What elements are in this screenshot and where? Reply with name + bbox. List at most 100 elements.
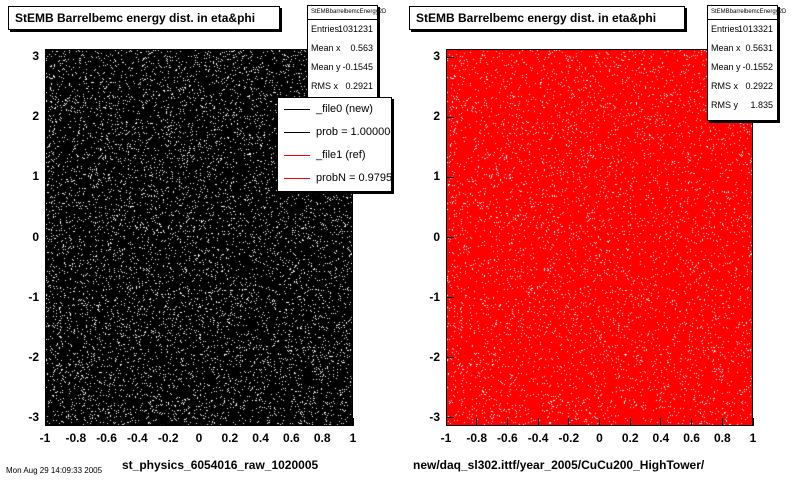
y-tick-label: -3 <box>429 409 440 424</box>
y-tick-label: 1 <box>32 169 39 184</box>
left-x-axis-title: st_physics_6054016_raw_1020005 <box>122 458 318 472</box>
x-tick-label: 0.4 <box>652 431 670 445</box>
stats-row: Entries 1031231 <box>308 20 377 39</box>
x-tick-label: -1 <box>39 431 51 445</box>
y-tick-label: -1 <box>28 289 39 304</box>
y-tick-label: 2 <box>32 109 39 124</box>
x-tick-label: -0.8 <box>65 431 87 445</box>
stats-row: Mean y -0.1552 <box>708 58 777 77</box>
stats-row: RMS x 0.2921 <box>308 77 377 96</box>
x-tick-mark <box>476 418 478 426</box>
right-plot-area <box>446 49 753 426</box>
left-plot-title-text: StEMB Barrelbemc energy dist. in eta&phi <box>15 11 256 25</box>
right-scatter-canvas <box>447 50 752 425</box>
y-tick-label: -1 <box>429 289 440 304</box>
stats-row: RMS y 1.835 <box>708 96 777 115</box>
x-tick-label: -0.2 <box>558 431 580 445</box>
x-tick-mark <box>321 418 323 426</box>
stats-value: 0.2922 <box>745 81 773 91</box>
x-tick-label: 0.6 <box>283 431 300 445</box>
x-tick-label: 0 <box>195 431 203 445</box>
x-tick-mark <box>229 418 231 426</box>
stats-value: -0.1545 <box>342 62 373 72</box>
y-tick-label: 3 <box>32 49 39 64</box>
stats-label: Mean x <box>711 43 741 53</box>
stats-value: 0.563 <box>350 43 373 53</box>
x-tick-label: -0.6 <box>497 431 518 445</box>
x-tick-mark <box>167 418 169 426</box>
legend-line <box>284 178 310 179</box>
left-x-axis-title-text: st_physics_6054016_raw_1020005 <box>122 458 319 472</box>
x-tick-mark <box>44 418 46 426</box>
stats-label: RMS y <box>711 100 738 110</box>
stats-label: Entries <box>711 24 740 34</box>
legend-line <box>284 155 310 156</box>
y-tick-label: 0 <box>32 229 39 244</box>
x-tick-mark <box>290 418 292 426</box>
y-tick-mark <box>45 357 53 359</box>
y-tick-label: -2 <box>429 349 440 364</box>
x-tick-label: -0.4 <box>127 431 148 445</box>
y-tick-label: 3 <box>433 49 440 64</box>
stats-value: 0.2921 <box>345 81 373 91</box>
timestamp-text: Mon Aug 29 14:09:33 2005 <box>6 466 103 475</box>
stats-label: RMS x <box>711 81 738 91</box>
x-tick-label: -1 <box>440 431 452 445</box>
stats-label: Entries <box>311 24 340 34</box>
x-tick-mark <box>599 418 600 426</box>
x-tick-label: -0.4 <box>527 431 549 445</box>
y-tick-mark <box>446 176 454 178</box>
right-plot-title-text: StEMB Barrelbemc energy dist. in eta&phi <box>416 11 657 25</box>
x-tick-label: 0.4 <box>252 431 269 445</box>
stats-label: Mean x <box>311 43 341 53</box>
y-tick-mark <box>45 237 53 238</box>
x-tick-label: 0.8 <box>713 431 731 445</box>
legend-entry: prob = 1.000000 <box>278 121 391 144</box>
x-tick-mark <box>75 418 77 426</box>
x-tick-mark <box>691 418 693 426</box>
y-tick-label: 1 <box>433 169 440 184</box>
right-stats-name: StEMBbarrelbemcEnergy2D <box>708 6 786 20</box>
right-x-axis-title: new/daq_sl302.ittf/year_2005/CuCu200_Hig… <box>413 458 704 472</box>
x-tick-mark <box>106 418 108 426</box>
y-tick-mark <box>446 237 454 238</box>
y-tick-label: 2 <box>433 109 440 124</box>
legend-box: _file0 (new) prob = 1.000000 _file1 (ref… <box>277 97 392 192</box>
legend-entry: _file0 (new) <box>278 98 391 121</box>
stats-label: Mean y <box>311 62 341 72</box>
x-tick-label: 0.2 <box>621 431 639 445</box>
y-tick-mark <box>45 56 53 58</box>
stats-row: Mean y -0.1545 <box>308 58 377 77</box>
x-tick-label: -0.8 <box>466 431 488 445</box>
y-tick-label: -2 <box>28 349 39 364</box>
y-tick-mark <box>45 417 53 419</box>
x-tick-mark <box>506 418 508 426</box>
x-tick-label: 0.2 <box>221 431 239 445</box>
stats-row: Entries 1013321 <box>708 20 777 39</box>
left-stats-box: StEMBbarrelbemcEnergy2D Entries 1031231 M… <box>307 5 386 98</box>
right-stats-box: StEMBbarrelbemcEnergy2D Entries 1013321 M… <box>707 5 786 121</box>
y-tick-mark <box>446 357 454 359</box>
stats-row: Mean x 0.5631 <box>708 39 777 58</box>
stats-value: 1031231 <box>337 24 373 34</box>
legend-line <box>284 132 310 133</box>
x-tick-mark <box>260 418 262 426</box>
x-tick-label: 1 <box>349 431 357 445</box>
x-tick-mark <box>136 418 138 426</box>
y-tick-mark <box>446 417 454 419</box>
x-tick-mark <box>198 418 200 426</box>
y-tick-mark <box>446 116 454 118</box>
x-tick-mark <box>352 418 354 426</box>
right-plot-title: StEMB Barrelbemc energy dist. in eta&phi <box>409 6 685 30</box>
y-tick-mark <box>45 176 53 178</box>
x-tick-label: 0.8 <box>313 431 331 445</box>
stats-value: 0.5631 <box>745 43 773 53</box>
left-stats-name: StEMBbarrelbemcEnergy2D <box>308 6 386 20</box>
legend-label: probN = 0.979592 <box>316 172 392 184</box>
legend-label: _file1 (ref) <box>316 149 366 161</box>
stats-value: 1.835 <box>750 100 773 110</box>
x-tick-mark <box>660 418 662 426</box>
legend-entry: _file1 (ref) <box>278 144 391 167</box>
y-tick-label: 0 <box>433 229 440 244</box>
stats-value: -0.1552 <box>742 62 773 72</box>
